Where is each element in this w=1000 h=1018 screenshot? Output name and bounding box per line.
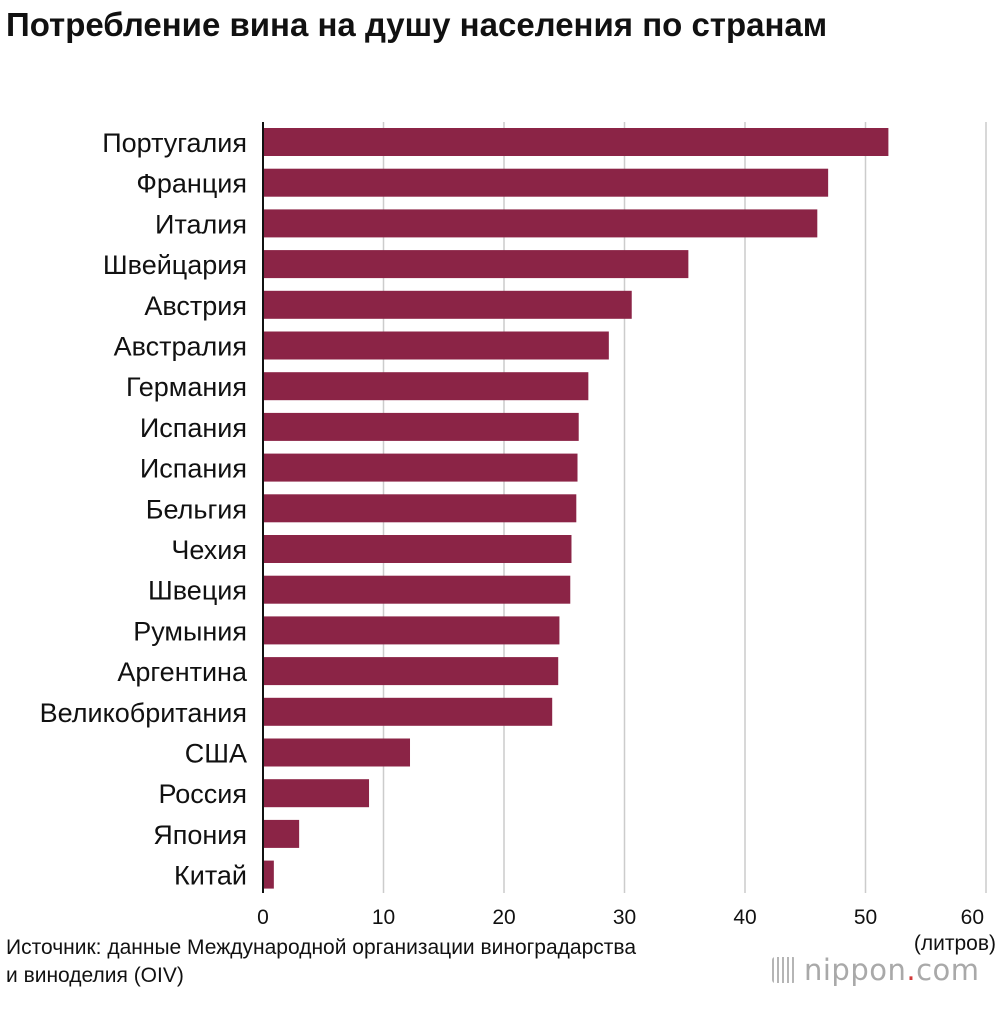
logo-tld: com: [916, 953, 980, 987]
x-tick-label: 40: [733, 906, 756, 929]
bar: [263, 412, 579, 441]
category-label: Великобритания: [40, 698, 247, 728]
x-tick-labels: 0 10 20 30 40 50 60: [257, 906, 984, 929]
bar: [263, 697, 553, 726]
source-line-2: и виноделия (OIV): [6, 964, 184, 987]
bar: [263, 168, 829, 197]
category-label: Румыния: [133, 616, 247, 646]
category-labels: Португалия Франция Италия Швейцария Австрия А…: [40, 128, 248, 891]
category-label: США: [185, 739, 247, 769]
category-label: Бельгия: [146, 494, 247, 524]
category-label: Швейцария: [103, 250, 247, 280]
bar: [263, 616, 560, 645]
source-note: Источник: данные Международной организац…: [6, 934, 766, 990]
category-label: Австрия: [144, 291, 247, 321]
category-label: Китай: [174, 861, 247, 891]
bar: [263, 290, 632, 319]
bars: [263, 128, 889, 889]
chart-title: Потребление вина на душу населения по ст…: [6, 6, 828, 43]
x-tick-label: 60: [961, 906, 984, 929]
bar: [263, 331, 609, 360]
bar: [263, 860, 274, 889]
category-label: Германия: [126, 372, 247, 402]
source-line-1: Источник: данные Международной организац…: [6, 936, 636, 959]
x-axis-unit-label: (литров): [914, 932, 996, 955]
logo-brand: nippon: [804, 953, 907, 987]
bar: [263, 250, 689, 279]
bar: [263, 779, 370, 808]
category-label: Испания: [140, 413, 247, 443]
category-label: Чехия: [171, 535, 247, 565]
x-tick-label: 50: [854, 906, 877, 929]
bar: [263, 209, 818, 238]
category-label: Португалия: [102, 128, 247, 158]
nippon-logo: nippon.com: [772, 950, 980, 990]
bar: [263, 738, 411, 767]
category-label: Россия: [158, 779, 247, 809]
category-label: Испания: [140, 454, 247, 484]
bar: [263, 494, 577, 523]
bar: [263, 657, 559, 686]
x-tick-label: 0: [257, 906, 269, 929]
bar: [263, 453, 578, 482]
nippon-logo-text: nippon.com: [804, 953, 980, 987]
nippon-logo-icon: [772, 957, 796, 983]
category-label: Австралия: [114, 332, 247, 362]
bar: [263, 372, 589, 401]
bar: [263, 575, 571, 604]
category-label: Франция: [136, 169, 247, 199]
x-tick-label: 30: [613, 906, 636, 929]
logo-dot: .: [906, 953, 917, 987]
x-tick-label: 10: [372, 906, 395, 929]
category-label: Япония: [153, 820, 247, 850]
category-label: Аргентина: [117, 657, 248, 687]
category-label: Италия: [155, 209, 247, 239]
category-label: Швеция: [148, 576, 247, 606]
x-tick-label: 20: [492, 906, 515, 929]
bar: [263, 128, 889, 156]
bar: [263, 535, 572, 563]
bar: [263, 819, 300, 848]
